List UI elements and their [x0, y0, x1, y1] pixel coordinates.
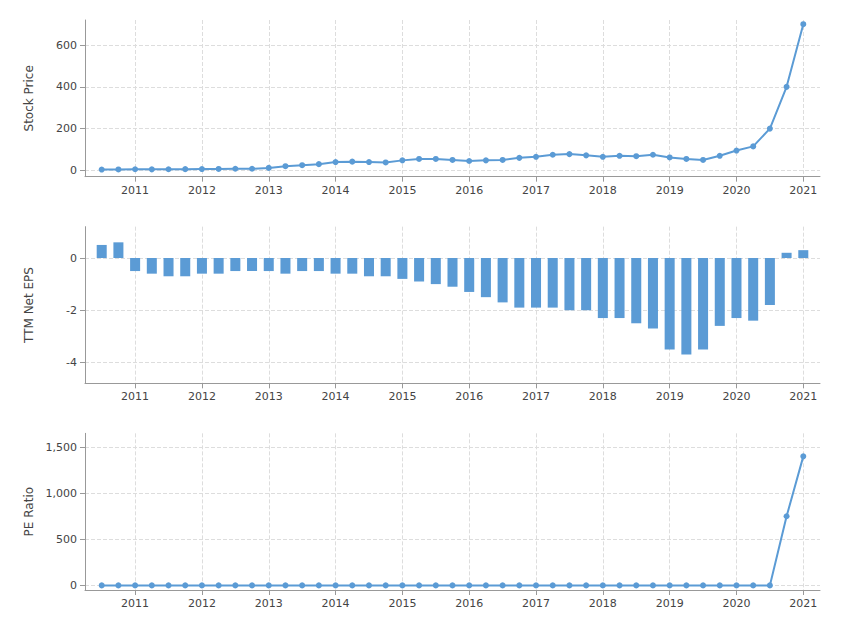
svg-text:PE Ratio: PE Ratio — [22, 487, 36, 536]
svg-text:2011: 2011 — [121, 597, 149, 610]
svg-text:2017: 2017 — [522, 184, 550, 197]
svg-text:2016: 2016 — [455, 184, 483, 197]
svg-text:2018: 2018 — [589, 184, 617, 197]
svg-text:2016: 2016 — [455, 390, 483, 403]
svg-text:2015: 2015 — [388, 597, 416, 610]
svg-text:2018: 2018 — [589, 597, 617, 610]
svg-text:2021: 2021 — [789, 184, 817, 197]
svg-text:1,000: 1,000 — [46, 487, 78, 500]
svg-text:-4: -4 — [66, 356, 77, 369]
svg-text:2013: 2013 — [255, 184, 283, 197]
svg-text:2013: 2013 — [255, 597, 283, 610]
svg-text:200: 200 — [56, 122, 77, 135]
svg-text:2012: 2012 — [188, 390, 216, 403]
svg-text:2020: 2020 — [722, 597, 750, 610]
svg-text:TTM Net EPS: TTM Net EPS — [22, 267, 36, 344]
svg-text:2019: 2019 — [656, 597, 684, 610]
svg-text:2015: 2015 — [388, 184, 416, 197]
svg-text:0: 0 — [70, 579, 77, 592]
svg-text:2018: 2018 — [589, 390, 617, 403]
svg-text:2017: 2017 — [522, 597, 550, 610]
svg-text:2015: 2015 — [388, 390, 416, 403]
svg-text:1,500: 1,500 — [46, 441, 78, 454]
svg-text:2021: 2021 — [789, 390, 817, 403]
svg-text:2012: 2012 — [188, 184, 216, 197]
svg-text:2017: 2017 — [522, 390, 550, 403]
svg-text:500: 500 — [56, 533, 77, 546]
svg-text:2013: 2013 — [255, 390, 283, 403]
svg-text:2020: 2020 — [722, 390, 750, 403]
svg-text:600: 600 — [56, 39, 77, 52]
svg-text:400: 400 — [56, 80, 77, 93]
svg-text:2011: 2011 — [121, 390, 149, 403]
svg-text:2021: 2021 — [789, 597, 817, 610]
svg-text:2019: 2019 — [656, 390, 684, 403]
svg-text:2019: 2019 — [656, 184, 684, 197]
svg-text:2016: 2016 — [455, 597, 483, 610]
svg-text:0: 0 — [70, 164, 77, 177]
svg-text:0: 0 — [70, 252, 77, 265]
svg-text:-2: -2 — [66, 304, 77, 317]
svg-text:2020: 2020 — [722, 184, 750, 197]
svg-text:2012: 2012 — [188, 597, 216, 610]
svg-text:2014: 2014 — [322, 597, 350, 610]
svg-text:2014: 2014 — [322, 184, 350, 197]
svg-text:2011: 2011 — [121, 184, 149, 197]
svg-text:2014: 2014 — [322, 390, 350, 403]
svg-text:Stock Price: Stock Price — [22, 65, 36, 131]
